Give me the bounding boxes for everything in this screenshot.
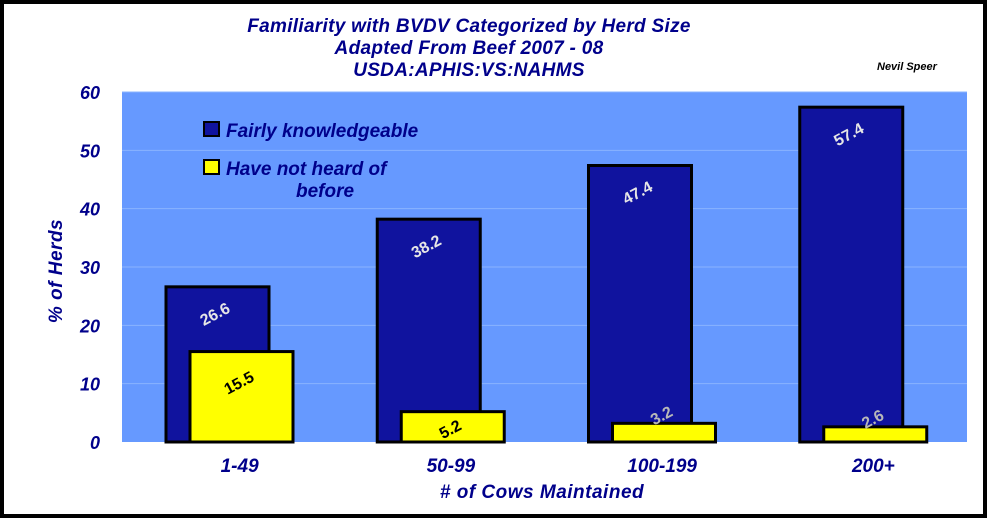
legend-label-have-not-heard-line2: before xyxy=(296,181,355,202)
bar-have-not-heard xyxy=(822,425,929,444)
legend-swatch-fairly-knowledgeable xyxy=(203,121,220,137)
chart-subtitle-agency: USDA:APHIS:VS:NAHMS xyxy=(353,60,585,81)
y-tick-label: 60 xyxy=(80,83,100,103)
x-tick-label: 100-199 xyxy=(627,456,697,477)
author-credit: Nevil Speer xyxy=(877,61,937,73)
x-tick-label: 50-99 xyxy=(427,456,476,477)
bar-have-not-heard xyxy=(611,421,717,444)
y-tick-label: 10 xyxy=(80,375,100,395)
legend-label-have-not-heard-line1: Have not heard of xyxy=(226,159,388,180)
x-tick-label: 200+ xyxy=(851,456,895,477)
bar-fairly-knowledgeable xyxy=(587,164,693,444)
bar-have-not-heard xyxy=(399,410,506,444)
x-axis-title: # of Cows Maintained xyxy=(440,482,644,503)
y-tick-label: 0 xyxy=(90,433,100,453)
legend-label-fairly-knowledgeable: Fairly knowledgeable xyxy=(226,121,419,142)
bar-fairly-knowledgeable xyxy=(798,105,905,444)
bar-fairly-knowledgeable xyxy=(375,217,482,444)
chart-subtitle-source: Adapted From Beef 2007 - 08 xyxy=(334,38,604,59)
y-tick-label: 40 xyxy=(79,200,100,220)
chart-title: Familiarity with BVDV Categorized by Her… xyxy=(247,16,691,37)
x-tick-label: 1-49 xyxy=(221,456,259,477)
legend-swatch-have-not-heard xyxy=(203,159,220,175)
y-tick-label: 50 xyxy=(80,141,100,161)
y-tick-label: 20 xyxy=(79,316,100,336)
y-axis-title: % of Herds xyxy=(46,219,67,323)
bar-have-not-heard xyxy=(188,350,295,444)
y-tick-label: 30 xyxy=(80,258,100,278)
